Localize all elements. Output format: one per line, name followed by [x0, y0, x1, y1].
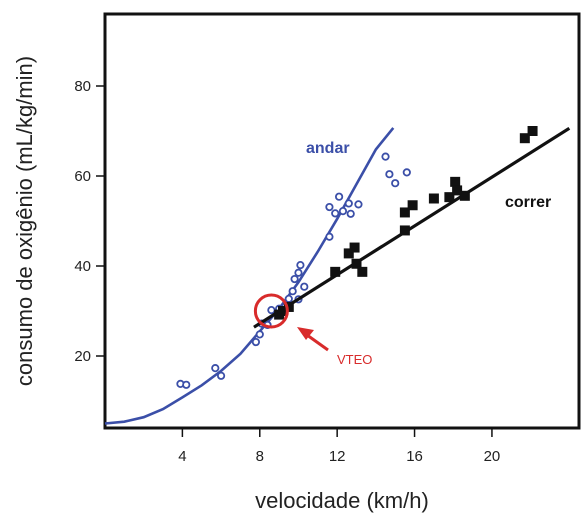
andar-point-22	[344, 199, 353, 208]
x-tick-label-8: 8	[256, 448, 264, 465]
andar-point-1	[182, 380, 191, 389]
andar-point-8	[267, 305, 276, 315]
correr-point-1	[277, 306, 288, 316]
andar-point-13	[294, 268, 303, 277]
andar-point-2	[211, 364, 220, 373]
x-tick-label-4: 4	[178, 448, 186, 465]
andar-point-24	[354, 200, 363, 209]
y-tick-label-40: 40	[74, 258, 91, 275]
x-tick-label-20: 20	[484, 448, 501, 465]
correr-point-14	[452, 185, 463, 196]
correr-point-16	[519, 133, 530, 144]
y-tick-label-20: 20	[74, 348, 91, 365]
vteo-arrow-shaft	[306, 333, 329, 352]
series-label-andar: andar	[306, 140, 350, 157]
correr-point-15	[459, 190, 470, 201]
andar-point-27	[391, 179, 400, 188]
vteo-arrow-head	[297, 327, 314, 340]
andar-point-19	[331, 209, 340, 218]
vteo-label: VTEO	[337, 352, 372, 367]
andar-point-14	[296, 260, 305, 270]
plot-frame	[103, 12, 581, 430]
andar-point-28	[402, 168, 411, 177]
correr-fit-line	[253, 126, 571, 329]
correr-point-12	[444, 192, 455, 203]
correr-point-8	[399, 225, 410, 236]
andar-point-25	[381, 152, 390, 161]
andar-point-12	[290, 274, 299, 284]
andar-point-4	[251, 337, 261, 347]
correr-point-13	[450, 176, 461, 187]
correr-point-17	[527, 126, 538, 136]
series-correr: correr	[253, 126, 571, 329]
andar-point-11	[288, 287, 297, 296]
andar-point-10	[284, 294, 293, 303]
correr-point-4	[343, 248, 354, 259]
y-tick-label-60: 60	[74, 168, 91, 185]
correr-point-6	[351, 258, 362, 269]
series-andar: andar	[104, 127, 411, 425]
correr-point-5	[349, 242, 360, 253]
correr-point-9	[399, 207, 410, 218]
vteo-marker-circle	[253, 293, 289, 329]
correr-point-7	[357, 266, 368, 277]
correr-point-10	[407, 200, 418, 211]
andar-point-23	[346, 209, 355, 218]
correr-point-3	[330, 266, 341, 277]
correr-point-11	[428, 193, 439, 204]
x-tick-label-12: 12	[329, 448, 346, 465]
x-axis-ticks: 4 8 12 16 20	[178, 428, 500, 465]
andar-point-5	[255, 330, 264, 339]
annotations: VTEO	[253, 293, 372, 367]
correr-point-2	[283, 301, 294, 312]
series-label-correr: correr	[505, 194, 551, 211]
andar-point-26	[385, 170, 394, 179]
x-axis-title: velocidade (km/h)	[255, 488, 429, 513]
y-axis-ticks: 20 40 60 80	[74, 78, 105, 365]
andar-point-18	[325, 202, 334, 212]
y-tick-label-80: 80	[74, 78, 91, 95]
andar-point-17	[325, 232, 334, 241]
x-tick-label-16: 16	[406, 448, 423, 465]
andar-point-20	[334, 192, 344, 201]
andar-point-15	[300, 282, 309, 291]
andar-point-3	[216, 371, 226, 380]
y-axis-title: consumo de oxigênio (mL/kg/min)	[12, 56, 37, 386]
andar-point-21	[338, 207, 348, 216]
